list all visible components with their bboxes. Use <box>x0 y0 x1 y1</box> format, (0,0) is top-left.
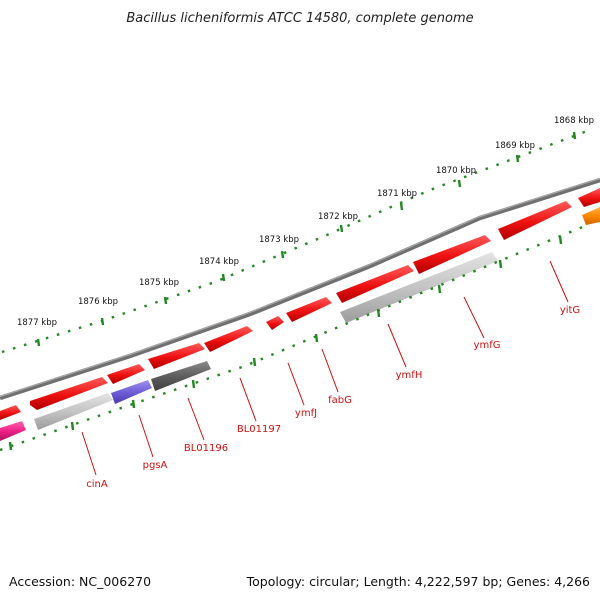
gene-arrow[interactable] <box>204 326 253 352</box>
gene-arrow[interactable] <box>582 207 600 225</box>
topology-text: Topology: circular; Length: 4,222,597 bp… <box>246 574 590 589</box>
tick-label-1876: 1876 kbp <box>78 297 118 307</box>
gene-label-ymfJ: ymfJ <box>295 408 317 419</box>
outer-major-ticks <box>36 131 577 347</box>
gene-arrow[interactable] <box>151 361 211 391</box>
tick-label-1872: 1872 kbp <box>318 212 358 222</box>
forward-genes <box>0 188 600 420</box>
gene-label-BL01196: BL01196 <box>184 443 228 454</box>
gene-arrow[interactable] <box>107 364 145 384</box>
genome-backbone <box>0 177 600 401</box>
accession-text: Accession: NC_006270 <box>9 574 151 589</box>
gene-arrow[interactable] <box>0 405 21 420</box>
tick-label-1874: 1874 kbp <box>199 257 239 267</box>
gene-arrow[interactable] <box>34 393 113 430</box>
gene-label-ymfH: ymfH <box>396 370 423 381</box>
tick-label-1869: 1869 kbp <box>495 141 535 151</box>
gene-arrow[interactable] <box>336 265 414 303</box>
gene-label-fabG: fabG <box>328 395 352 406</box>
gene-arrow[interactable] <box>111 380 152 404</box>
genome-backbone-highlight <box>0 177 600 398</box>
gene-leader-lines <box>81 260 569 476</box>
tick-label-1871: 1871 kbp <box>377 189 417 199</box>
inner-major-ticks <box>8 235 563 451</box>
gene-label-yitG: yitG <box>560 305 580 316</box>
gene-arrow[interactable] <box>30 377 108 410</box>
tick-label-1870: 1870 kbp <box>436 166 476 176</box>
gene-arrow[interactable] <box>340 252 498 323</box>
gene-arrow[interactable] <box>266 316 284 330</box>
tick-label-1877: 1877 kbp <box>17 318 57 328</box>
gene-label-cinA: cinA <box>86 479 108 490</box>
gene-arrow[interactable] <box>413 235 491 274</box>
gene-label-BL01197: BL01197 <box>237 424 281 435</box>
tick-label-1873: 1873 kbp <box>259 235 299 245</box>
gene-arrow[interactable] <box>0 421 26 441</box>
gene-arrow[interactable] <box>498 201 572 240</box>
tick-label-1868: 1868 kbp <box>554 116 594 126</box>
gene-arrow[interactable] <box>578 188 600 207</box>
gene-label-pgsA: pgsA <box>143 460 168 471</box>
tick-label-1875: 1875 kbp <box>139 278 179 288</box>
gene-arrow[interactable] <box>286 297 332 322</box>
gene-arrow[interactable] <box>148 343 205 369</box>
reverse-genes <box>0 207 600 441</box>
map-title: Bacillus licheniformis ATCC 14580, compl… <box>126 11 473 26</box>
gene-label-ymfG: ymfG <box>474 340 501 351</box>
